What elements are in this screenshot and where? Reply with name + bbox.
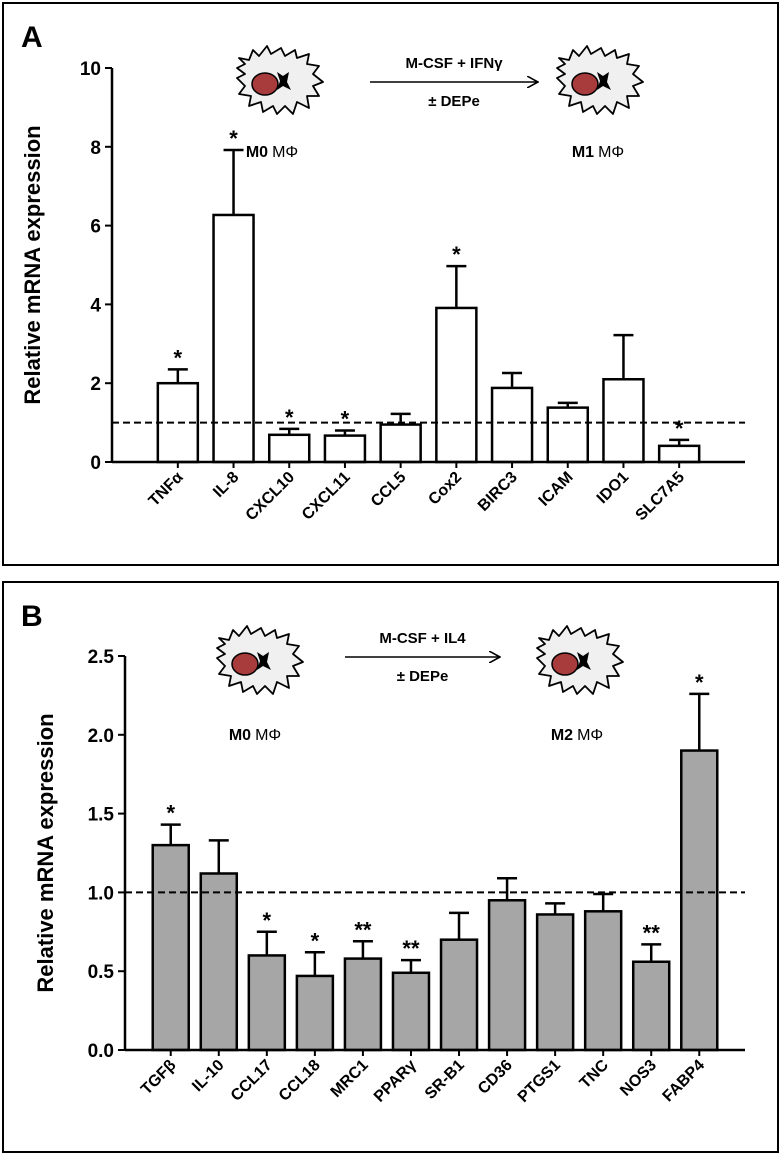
bar [546, 406, 590, 464]
significance-mark: * [452, 242, 461, 267]
cell-state: M2 [551, 727, 573, 744]
significance-mark: * [675, 416, 684, 441]
bar [267, 433, 311, 464]
x-tick-label: CXCL11 [299, 469, 354, 524]
x-tick-label: IL-8 [210, 469, 242, 501]
bar [439, 938, 479, 1052]
y-tick-label: 10 [80, 59, 101, 80]
significance-mark: ** [643, 920, 661, 945]
x-tick-label: CD36 [475, 1057, 516, 1098]
x-tick-label: MRC1 [328, 1057, 372, 1101]
bar [602, 378, 645, 464]
cell-type: MΦ [598, 144, 624, 161]
y-tick-label: 2.0 [88, 726, 114, 747]
x-tick-label: IL-10 [189, 1057, 227, 1095]
significance-mark: * [229, 126, 238, 151]
y-tick-label: 6 [90, 217, 101, 238]
cell-state: M0 [229, 727, 251, 744]
y-tick-label: 0 [90, 453, 101, 474]
y-axis-label: Relative mRNA expression [33, 713, 58, 992]
bar [379, 423, 422, 464]
cell-label: M2 MΦ [551, 727, 603, 744]
x-tick-label: SR-B1 [422, 1057, 468, 1103]
x-tick-label: BIRC3 [475, 469, 521, 515]
significance-mark: ** [402, 936, 420, 961]
treatment-label: M-CSF + IL4 [379, 630, 466, 647]
y-axis-label: Relative mRNA expression [20, 125, 45, 404]
bar [212, 213, 255, 464]
y-tick-label: 1.5 [88, 805, 115, 826]
bar [490, 386, 534, 464]
cotreatment-label: ± DEPe [397, 668, 449, 685]
cell-icon [216, 625, 304, 695]
panel-frame [2, 581, 779, 1153]
y-tick-label: 2.5 [88, 647, 115, 668]
cotreatment-label: ± DEPe [428, 93, 480, 110]
significance-mark: * [695, 670, 704, 695]
x-tick-label: CCL5 [368, 469, 410, 511]
x-tick-label: TNC [577, 1056, 613, 1092]
x-tick-label: TNFα [146, 469, 187, 510]
bar [435, 306, 478, 464]
bar [343, 957, 383, 1052]
significance-mark: ** [354, 917, 372, 942]
bar [323, 434, 367, 464]
y-tick-label: 2 [90, 374, 101, 395]
cell-label: M0 MΦ [229, 727, 281, 744]
x-tick-label: FABP4 [660, 1057, 709, 1106]
bar [583, 910, 623, 1052]
x-tick-label: TGFβ [138, 1057, 180, 1099]
x-tick-label: CXCL10 [243, 469, 298, 524]
panel-label: A [21, 21, 43, 54]
cell-type: MΦ [577, 727, 603, 744]
x-tick-label: CCL17 [228, 1057, 276, 1105]
cell-type: MΦ [272, 144, 298, 161]
bar [199, 872, 239, 1052]
x-tick-label: PPARγ [371, 1057, 420, 1106]
cell-state: M1 [572, 144, 594, 161]
x-tick-label: NOS3 [617, 1057, 660, 1100]
y-tick-label: 0.5 [88, 962, 115, 983]
bar [151, 843, 190, 1052]
cell-label: M0 MΦ [246, 144, 298, 161]
bar [391, 971, 431, 1052]
panel-label: B [21, 600, 43, 633]
y-tick-label: 8 [90, 138, 101, 159]
significance-mark: * [174, 345, 183, 370]
significance-mark: * [311, 928, 320, 953]
significance-mark: * [285, 405, 294, 430]
cell-label: M1 MΦ [572, 144, 624, 161]
significance-mark: * [166, 801, 175, 826]
cell-icon [536, 625, 624, 695]
bar [657, 444, 701, 464]
cell-icon [556, 45, 644, 115]
cell-type: MΦ [255, 727, 281, 744]
x-tick-label: CCL18 [276, 1057, 324, 1105]
cell-icon [236, 45, 324, 115]
bar [680, 749, 719, 1052]
panel-frame [2, 2, 779, 566]
x-tick-label: IDO1 [594, 469, 632, 507]
bar [295, 974, 335, 1052]
y-tick-label: 0.0 [88, 1041, 114, 1062]
bar [631, 960, 671, 1052]
cell-state: M0 [246, 144, 268, 161]
significance-mark: * [263, 908, 272, 933]
significance-mark: * [341, 406, 350, 431]
bar [487, 899, 527, 1052]
bar [247, 954, 287, 1052]
bar [535, 913, 575, 1052]
y-tick-label: 4 [90, 295, 101, 316]
x-tick-label: SLC7A5 [633, 469, 688, 524]
x-tick-label: Cox2 [425, 469, 465, 509]
treatment-label: M-CSF + IFNγ [405, 55, 503, 72]
x-tick-label: ICAM [536, 469, 577, 510]
x-tick-label: PTGS1 [515, 1057, 564, 1106]
y-tick-label: 1.0 [88, 883, 114, 904]
